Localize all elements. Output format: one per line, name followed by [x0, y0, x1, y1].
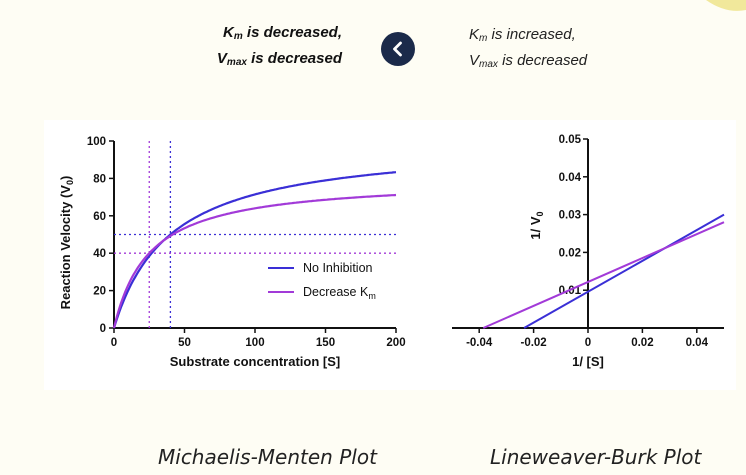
series-line-2 [482, 221, 725, 329]
previous-button[interactable] [381, 32, 415, 66]
option-km-decreased: Km is decreased, Vmax is decreased [216, 24, 342, 68]
caption-michaelis-menten: Michaelis-Menten Plot [158, 445, 377, 469]
x-axis-label: Substrate concentration [S] [170, 354, 340, 369]
lineweaver-burk-chart: 0.010.020.030.040.05-0.04 -0.02 0 0.02 0.041… [452, 134, 725, 369]
michaelis-menten-chart: 0 20 40 60 80 100 0 50 100 150 200 No Inhibition Dec… [58, 136, 406, 369]
chart-panel: 0 20 40 60 80 100 0 50 100 150 200 No Inhibition Dec… [44, 120, 736, 390]
x-tick-label: 0.02 [631, 337, 653, 349]
y-tick-label: 60 [93, 211, 106, 223]
x-tick-label: 150 [316, 337, 335, 349]
y-tick-label: 0.03 [559, 210, 581, 222]
y-tick-label: 40 [93, 248, 106, 260]
y-tick-label: 20 [93, 286, 106, 298]
option-km-increased: Km is increased, Vmax is decreased [469, 26, 588, 70]
legend-label-2: Decrease Km [303, 285, 376, 301]
x-tick-label: 200 [386, 337, 405, 349]
y-tick-label: 0.05 [559, 134, 582, 146]
x-tick-label: 50 [178, 337, 191, 349]
y-tick-label: 0.04 [559, 172, 582, 184]
x-tick-label: 100 [245, 337, 264, 349]
chevron-left-icon [393, 41, 402, 57]
x-axis-label: 1/ [S] [572, 354, 604, 369]
corner-decoration [706, 0, 746, 11]
series-line-2 [112, 193, 397, 329]
series-line-1 [523, 213, 725, 329]
x-tick-label: -0.04 [466, 337, 493, 349]
y-axis-label: 1/ V0 [528, 211, 545, 239]
y-tick-label: 0.02 [559, 247, 581, 259]
y-tick-label: 80 [93, 173, 106, 185]
x-tick-label: 0 [111, 337, 117, 349]
y-tick-label: 0 [100, 323, 106, 335]
y-tick-label: 100 [87, 136, 106, 148]
y-axis-label: Reaction Velocity (V0) [58, 176, 75, 310]
x-tick-label: 0 [585, 337, 591, 349]
caption-lineweaver-burk: Lineweaver-Burk Plot [490, 445, 702, 469]
legend-label-1: No Inhibition [303, 261, 373, 275]
x-tick-label: -0.02 [520, 337, 546, 349]
x-tick-label: 0.04 [686, 337, 709, 349]
series-line-1 [112, 171, 397, 329]
